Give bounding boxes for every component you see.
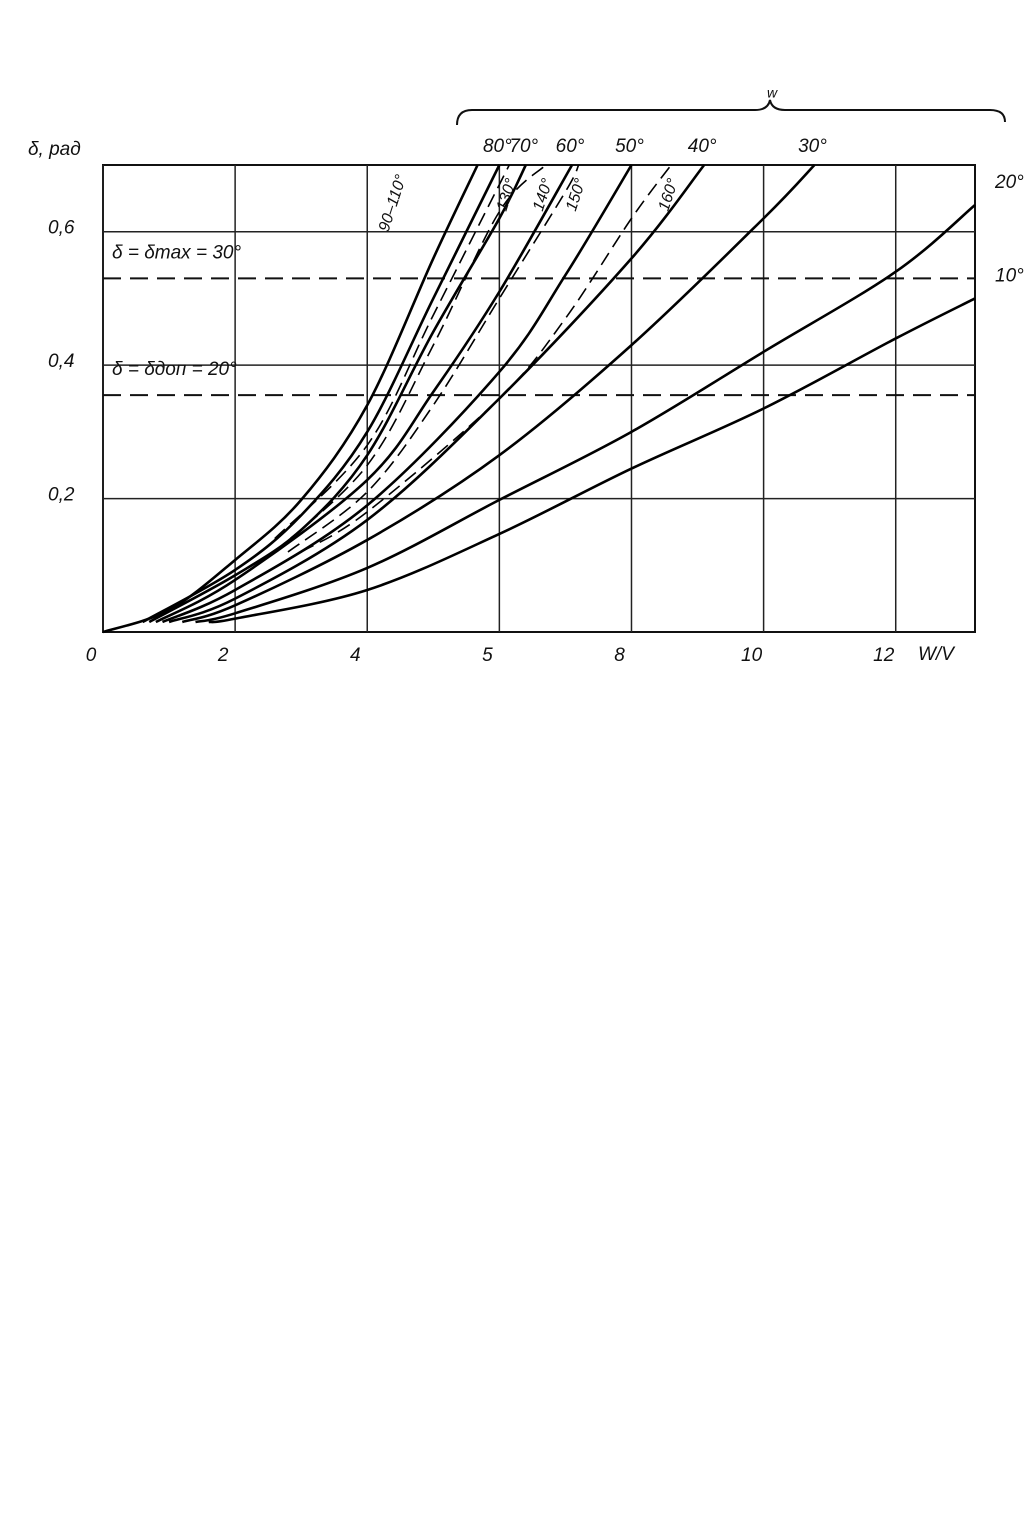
series-label: 40° (688, 136, 717, 157)
x-axis-title: W/V (918, 644, 956, 665)
series-line (102, 164, 479, 634)
x-tick-label: 2 (217, 645, 229, 666)
y-tick-label: 0,2 (48, 485, 75, 506)
y-tick-label: 0,4 (48, 351, 74, 372)
reference-label: δ = δдоп = 20° (112, 359, 237, 380)
brace-label: w (767, 85, 778, 101)
x-tick-label: 0 (86, 645, 97, 666)
x-tick-label: 8 (614, 645, 625, 666)
series-label: 150° (563, 176, 590, 213)
series-line (168, 164, 706, 624)
y-axis-title: δ, рад (28, 139, 81, 160)
y-tick-label: 0,6 (48, 218, 75, 239)
series-line (274, 164, 547, 553)
brace (456, 99, 1006, 126)
series-line (195, 204, 976, 624)
series-label: 30° (798, 136, 827, 157)
series-label: 10° (995, 265, 1024, 286)
series-label: 140° (530, 176, 557, 213)
series-label: 130° (494, 176, 521, 213)
x-tick-label: 12 (873, 645, 895, 666)
series-line (141, 164, 501, 624)
series-label: 80° (483, 136, 512, 157)
series-label: 20° (994, 172, 1024, 193)
series-line (155, 164, 574, 624)
x-tick-label: 10 (741, 645, 763, 666)
reference-label: δ = δmax = 30° (112, 242, 241, 263)
series-line (287, 164, 580, 553)
series-line (148, 164, 527, 624)
series-line (161, 164, 633, 624)
series-line (300, 164, 672, 553)
series-label: 90–110° (376, 172, 410, 234)
series-label: 160° (656, 176, 683, 213)
x-tick-label: 4 (350, 645, 361, 666)
series-label: 60° (556, 136, 585, 157)
series-label: 70° (509, 136, 538, 157)
series-line (181, 164, 816, 624)
series-label: 50° (615, 136, 644, 157)
x-tick-label: 5 (482, 645, 493, 666)
series-line (208, 297, 976, 624)
